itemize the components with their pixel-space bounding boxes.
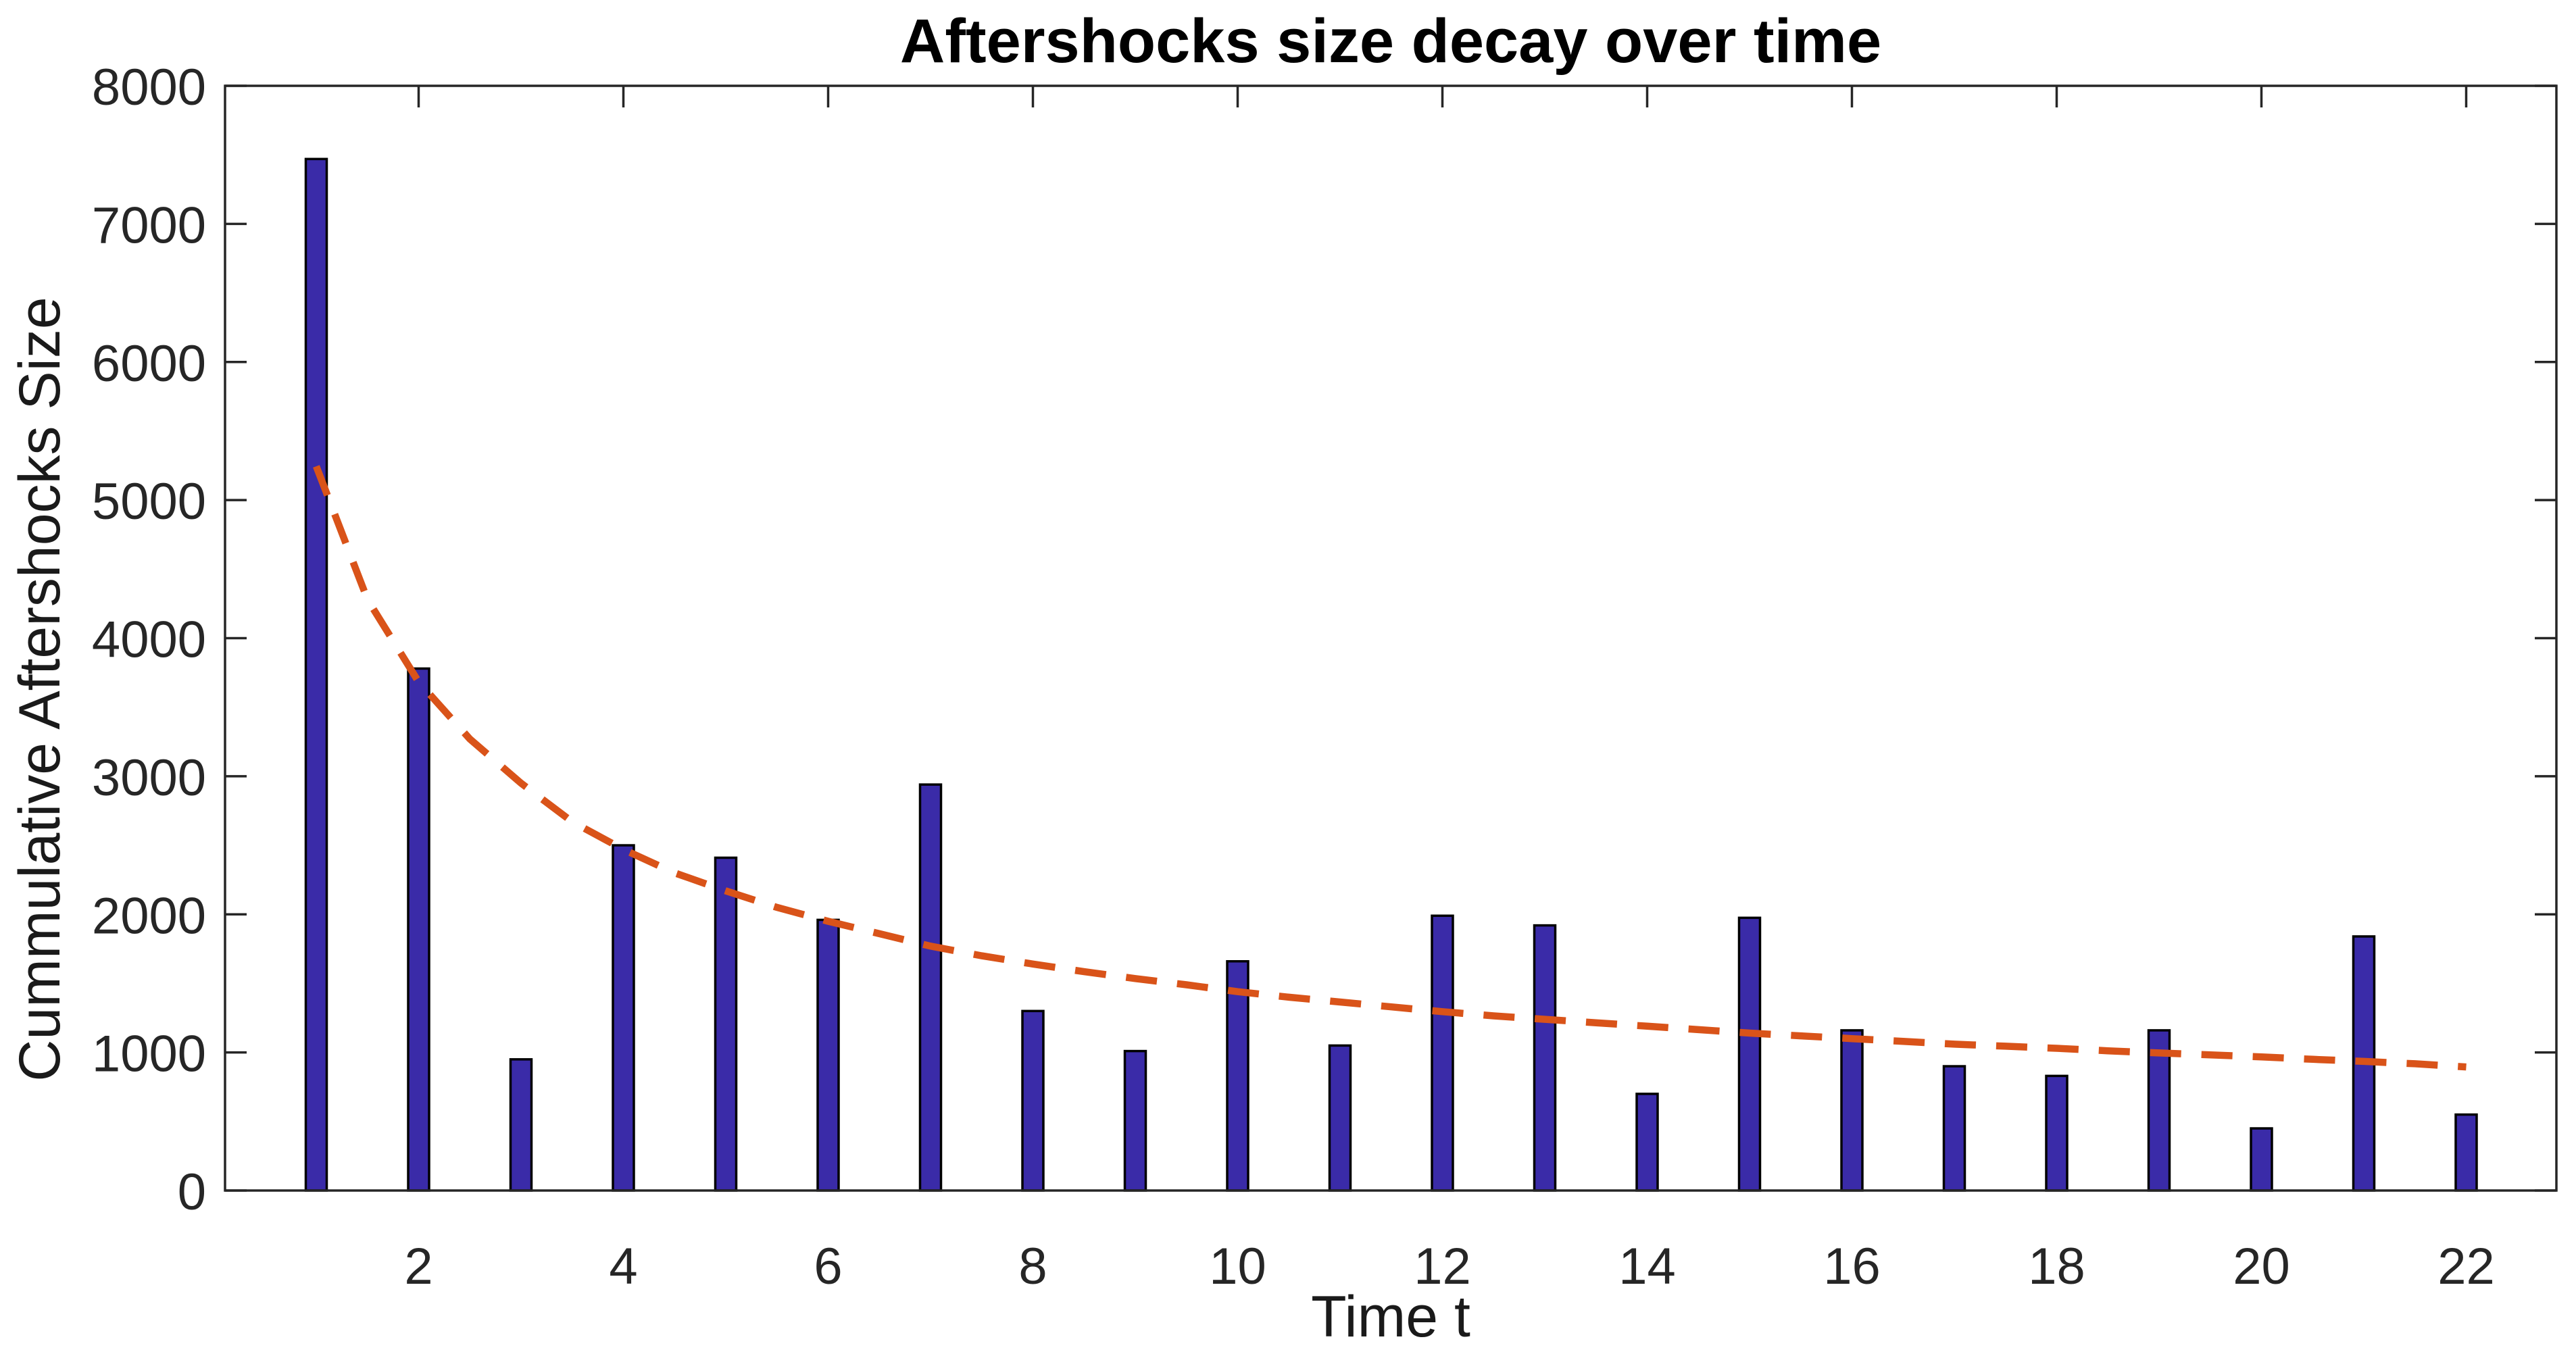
bar-t19 [2147,1029,2171,1192]
y-tick-label-3000: 3000 [92,749,206,807]
y-tick-labels: 0 1000 2000 3000 4000 5000 6000 7000 8000 [92,59,206,1221]
bar-t2 [407,667,430,1192]
y-axis-label: Cummulative Aftershocks Size [7,297,72,1081]
bar-t5 [714,856,738,1192]
x-tick-label-20: 20 [2233,1238,2290,1295]
y-tick-label-2000: 2000 [92,887,206,945]
bar-t17 [1942,1065,1966,1192]
x-tick-label-12: 12 [1414,1238,1471,1295]
bar-t4 [612,844,635,1192]
bar-t8 [1021,1009,1045,1192]
x-tick-label-14: 14 [1618,1238,1676,1295]
x-tick-label-2: 2 [404,1238,432,1295]
bar-t1 [304,157,328,1192]
bar-t15 [1737,916,1762,1192]
plot-border [224,84,2558,1192]
x-tick-label-10: 10 [1209,1238,1266,1295]
x-tick-label-22: 22 [2437,1238,2495,1295]
y-tick-label-8000: 8000 [92,59,206,116]
y-tick-label-4000: 4000 [92,611,206,669]
bar-t22 [2454,1113,2478,1192]
bar-t3 [509,1058,533,1192]
bar-t13 [1533,924,1557,1192]
bar-t6 [816,918,840,1192]
x-tick-label-18: 18 [2028,1238,2085,1295]
bar-t20 [2250,1127,2273,1192]
y-tick-label-6000: 6000 [92,335,206,393]
decay-fit-curve [313,465,2467,1071]
x-tick-labels: 2 4 6 8 10 12 14 16 18 20 22 [404,1238,2494,1295]
y-tick-label-7000: 7000 [92,197,206,254]
x-tick-label-16: 16 [1823,1238,1881,1295]
y-tick-label-5000: 5000 [92,473,206,530]
bar-t11 [1328,1044,1352,1192]
bar-t16 [1840,1029,1864,1192]
x-axis-label: Time t [1311,1284,1470,1349]
x-tick-label-4: 4 [609,1238,637,1295]
bar-t18 [2045,1074,2069,1192]
bar-series [304,157,2478,1192]
y-tick-label-0: 0 [178,1163,206,1221]
chart-title: Aftershocks size decay over time [900,7,1881,76]
y-tick-label-1000: 1000 [92,1026,206,1083]
decay-fit-polyline [313,465,2467,1071]
bar-t10 [1226,959,1249,1192]
x-tick-label-8: 8 [1018,1238,1047,1295]
x-tick-label-6: 6 [814,1238,842,1295]
bar-t12 [1431,914,1454,1192]
bar-t14 [1635,1093,1659,1192]
bar-t7 [918,783,943,1192]
axis-ticks [225,84,2556,1192]
bar-t9 [1123,1049,1147,1192]
